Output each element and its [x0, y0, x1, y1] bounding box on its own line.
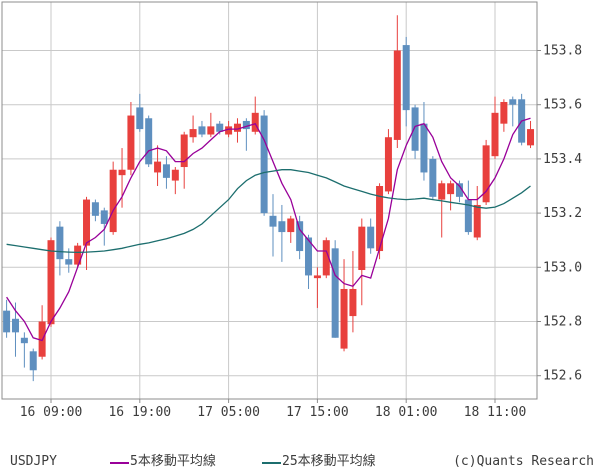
y-axis-label: 153.2 — [543, 206, 582, 221]
candle — [411, 104, 419, 159]
candle — [109, 161, 117, 235]
candle — [162, 156, 170, 189]
candle — [438, 180, 446, 238]
candle — [287, 215, 295, 243]
candle — [296, 215, 304, 260]
ma25-legend-swatch — [262, 462, 281, 464]
candle — [251, 96, 259, 135]
candle — [56, 221, 64, 276]
y-axis-label: 153.8 — [543, 44, 582, 59]
candle — [322, 237, 330, 279]
candle — [331, 240, 339, 338]
candle — [38, 305, 46, 360]
y-axis-label: 152.6 — [543, 369, 582, 384]
candle — [349, 251, 357, 333]
candle — [527, 120, 535, 149]
ma5-legend-swatch — [110, 462, 129, 464]
candle — [402, 36, 410, 127]
candle — [420, 101, 428, 181]
candle — [491, 96, 499, 159]
candle — [509, 96, 517, 127]
candle — [455, 180, 463, 203]
ma5-legend-label: 5本移動平均線 — [130, 454, 216, 469]
candles — [3, 15, 535, 382]
y-axis-label: 153.0 — [543, 260, 582, 275]
candle — [118, 148, 126, 208]
candle — [393, 15, 401, 149]
y-axis-label: 153.4 — [543, 152, 582, 167]
grid — [2, 2, 537, 399]
candle — [260, 110, 268, 216]
candle — [482, 139, 490, 205]
ma5-line — [6, 117, 531, 342]
candle — [358, 218, 366, 306]
candle — [180, 131, 188, 189]
candle — [447, 180, 455, 211]
copyright-label: (c)Quants Research — [453, 454, 594, 469]
candle — [384, 129, 392, 195]
candle — [233, 118, 241, 143]
candle — [278, 204, 286, 262]
x-axis-label: 18 01:00 — [375, 405, 438, 420]
y-axis-label: 152.8 — [543, 315, 582, 330]
candle — [269, 194, 277, 257]
x-axis-label: 16 19:00 — [108, 405, 171, 420]
ma25-legend-label: 25本移動平均線 — [282, 454, 376, 469]
candle — [74, 242, 82, 268]
candle — [242, 118, 250, 151]
candle — [83, 196, 91, 271]
candle — [47, 237, 55, 327]
symbol-label: USDJPY — [10, 454, 57, 469]
candle — [305, 234, 313, 289]
x-axis-label: 17 05:00 — [197, 405, 260, 420]
candle — [20, 332, 28, 368]
candle — [171, 167, 179, 195]
candle — [154, 145, 162, 186]
y-axis: 153.8 153.6 153.4 153.2 153.0 152.8 152.6 — [537, 44, 582, 384]
candle — [198, 120, 206, 138]
candle — [145, 115, 153, 168]
candle — [91, 199, 99, 222]
ma25-line — [6, 169, 531, 254]
candle — [464, 180, 472, 235]
candle — [189, 115, 197, 143]
candle — [136, 93, 144, 132]
plot-border — [1, 1, 538, 400]
candle — [29, 348, 37, 382]
candle — [313, 267, 321, 308]
candle — [367, 218, 375, 254]
candle — [429, 156, 437, 200]
y-axis-label: 153.6 — [543, 98, 582, 113]
x-axis-label: 16 09:00 — [20, 405, 83, 420]
x-axis-label: 18 11:00 — [464, 405, 527, 420]
candle — [3, 299, 11, 338]
candle — [340, 259, 348, 352]
x-axis: 16 09:00 16 19:00 17 05:00 17 15:00 18 01:00… — [20, 399, 527, 420]
x-axis-label: 17 15:00 — [286, 405, 349, 420]
candle — [473, 186, 481, 241]
candle — [207, 112, 215, 138]
candle — [500, 99, 508, 132]
candle — [100, 207, 108, 246]
candle — [127, 101, 135, 176]
